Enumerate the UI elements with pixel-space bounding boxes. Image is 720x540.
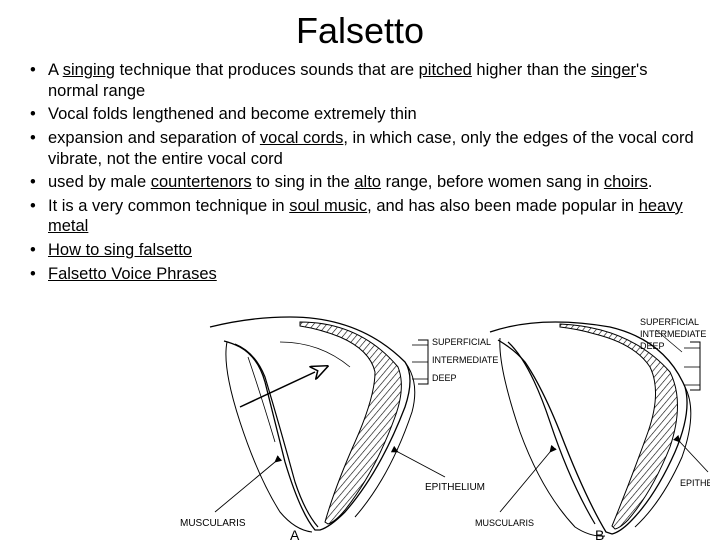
bullet-item: expansion and separation of vocal cords,… xyxy=(28,128,702,169)
slide: Falsetto A singing technique that produc… xyxy=(0,10,720,540)
panel-b-epithelium: EPITHELIUM xyxy=(680,478,710,488)
underlined-term: vocal cords xyxy=(260,129,343,147)
text-run: . xyxy=(648,173,653,191)
text-run: expansion and separation of xyxy=(48,129,260,147)
link-text[interactable]: Falsetto Voice Phrases xyxy=(48,265,217,283)
link-text[interactable]: How to sing falsetto xyxy=(48,241,192,259)
panel-a: SUPERFICIAL INTERMEDIATE DEEP EPITHELIUM… xyxy=(180,317,498,540)
panel-a-ann-intermediate: INTERMEDIATE xyxy=(432,355,498,365)
underlined-term: singer xyxy=(591,61,636,79)
panel-b: SUPERFICIAL INTERMEDIATE DEEP EPITHELIUM… xyxy=(475,317,710,540)
underlined-term: alto xyxy=(354,173,381,191)
text-run: A xyxy=(48,61,63,79)
panel-a-muscularis: MUSCULARIS xyxy=(180,518,246,529)
panel-b-ann-intermediate: INTERMEDIATE xyxy=(640,329,706,339)
text-run: , and has also been made popular in xyxy=(367,197,639,215)
text-run: higher than the xyxy=(472,61,591,79)
bullet-list: A singing technique that produces sounds… xyxy=(28,60,702,284)
underlined-term: pitched xyxy=(419,61,472,79)
panel-a-label: A xyxy=(290,527,300,540)
underlined-term: choirs xyxy=(604,173,648,191)
vocal-fold-diagram: SUPERFICIAL INTERMEDIATE DEEP EPITHELIUM… xyxy=(170,312,710,540)
panel-a-ann-superficial: SUPERFICIAL xyxy=(432,337,491,347)
panel-b-muscularis: MUSCULARIS xyxy=(475,518,534,528)
panel-b-ann-deep: DEEP xyxy=(640,341,665,351)
text-run: used by male xyxy=(48,173,151,191)
text-run: technique that produces sounds that are xyxy=(115,61,419,79)
slide-title: Falsetto xyxy=(0,10,720,52)
panel-b-ann-superficial: SUPERFICIAL xyxy=(640,317,699,327)
bullet-item: A singing technique that produces sounds… xyxy=(28,60,702,101)
underlined-term: singing xyxy=(63,61,115,79)
text-run: range, before women sang in xyxy=(381,173,604,191)
bullet-item: used by male countertenors to sing in th… xyxy=(28,172,702,193)
panel-b-label: B xyxy=(595,527,604,540)
bullet-link[interactable]: How to sing falsetto xyxy=(28,240,702,261)
underlined-term: soul music xyxy=(289,197,367,215)
underlined-term: countertenors xyxy=(151,173,252,191)
text-run: Vocal folds lengthened and become extrem… xyxy=(48,105,417,123)
panel-a-epithelium: EPITHELIUM xyxy=(425,482,485,493)
panel-a-ann-deep: DEEP xyxy=(432,373,457,383)
text-run: to sing in the xyxy=(252,173,355,191)
bullet-item: Vocal folds lengthened and become extrem… xyxy=(28,104,702,125)
bullet-link[interactable]: Falsetto Voice Phrases xyxy=(28,264,702,285)
text-run: It is a very common technique in xyxy=(48,197,289,215)
bullet-item: It is a very common technique in soul mu… xyxy=(28,196,702,237)
